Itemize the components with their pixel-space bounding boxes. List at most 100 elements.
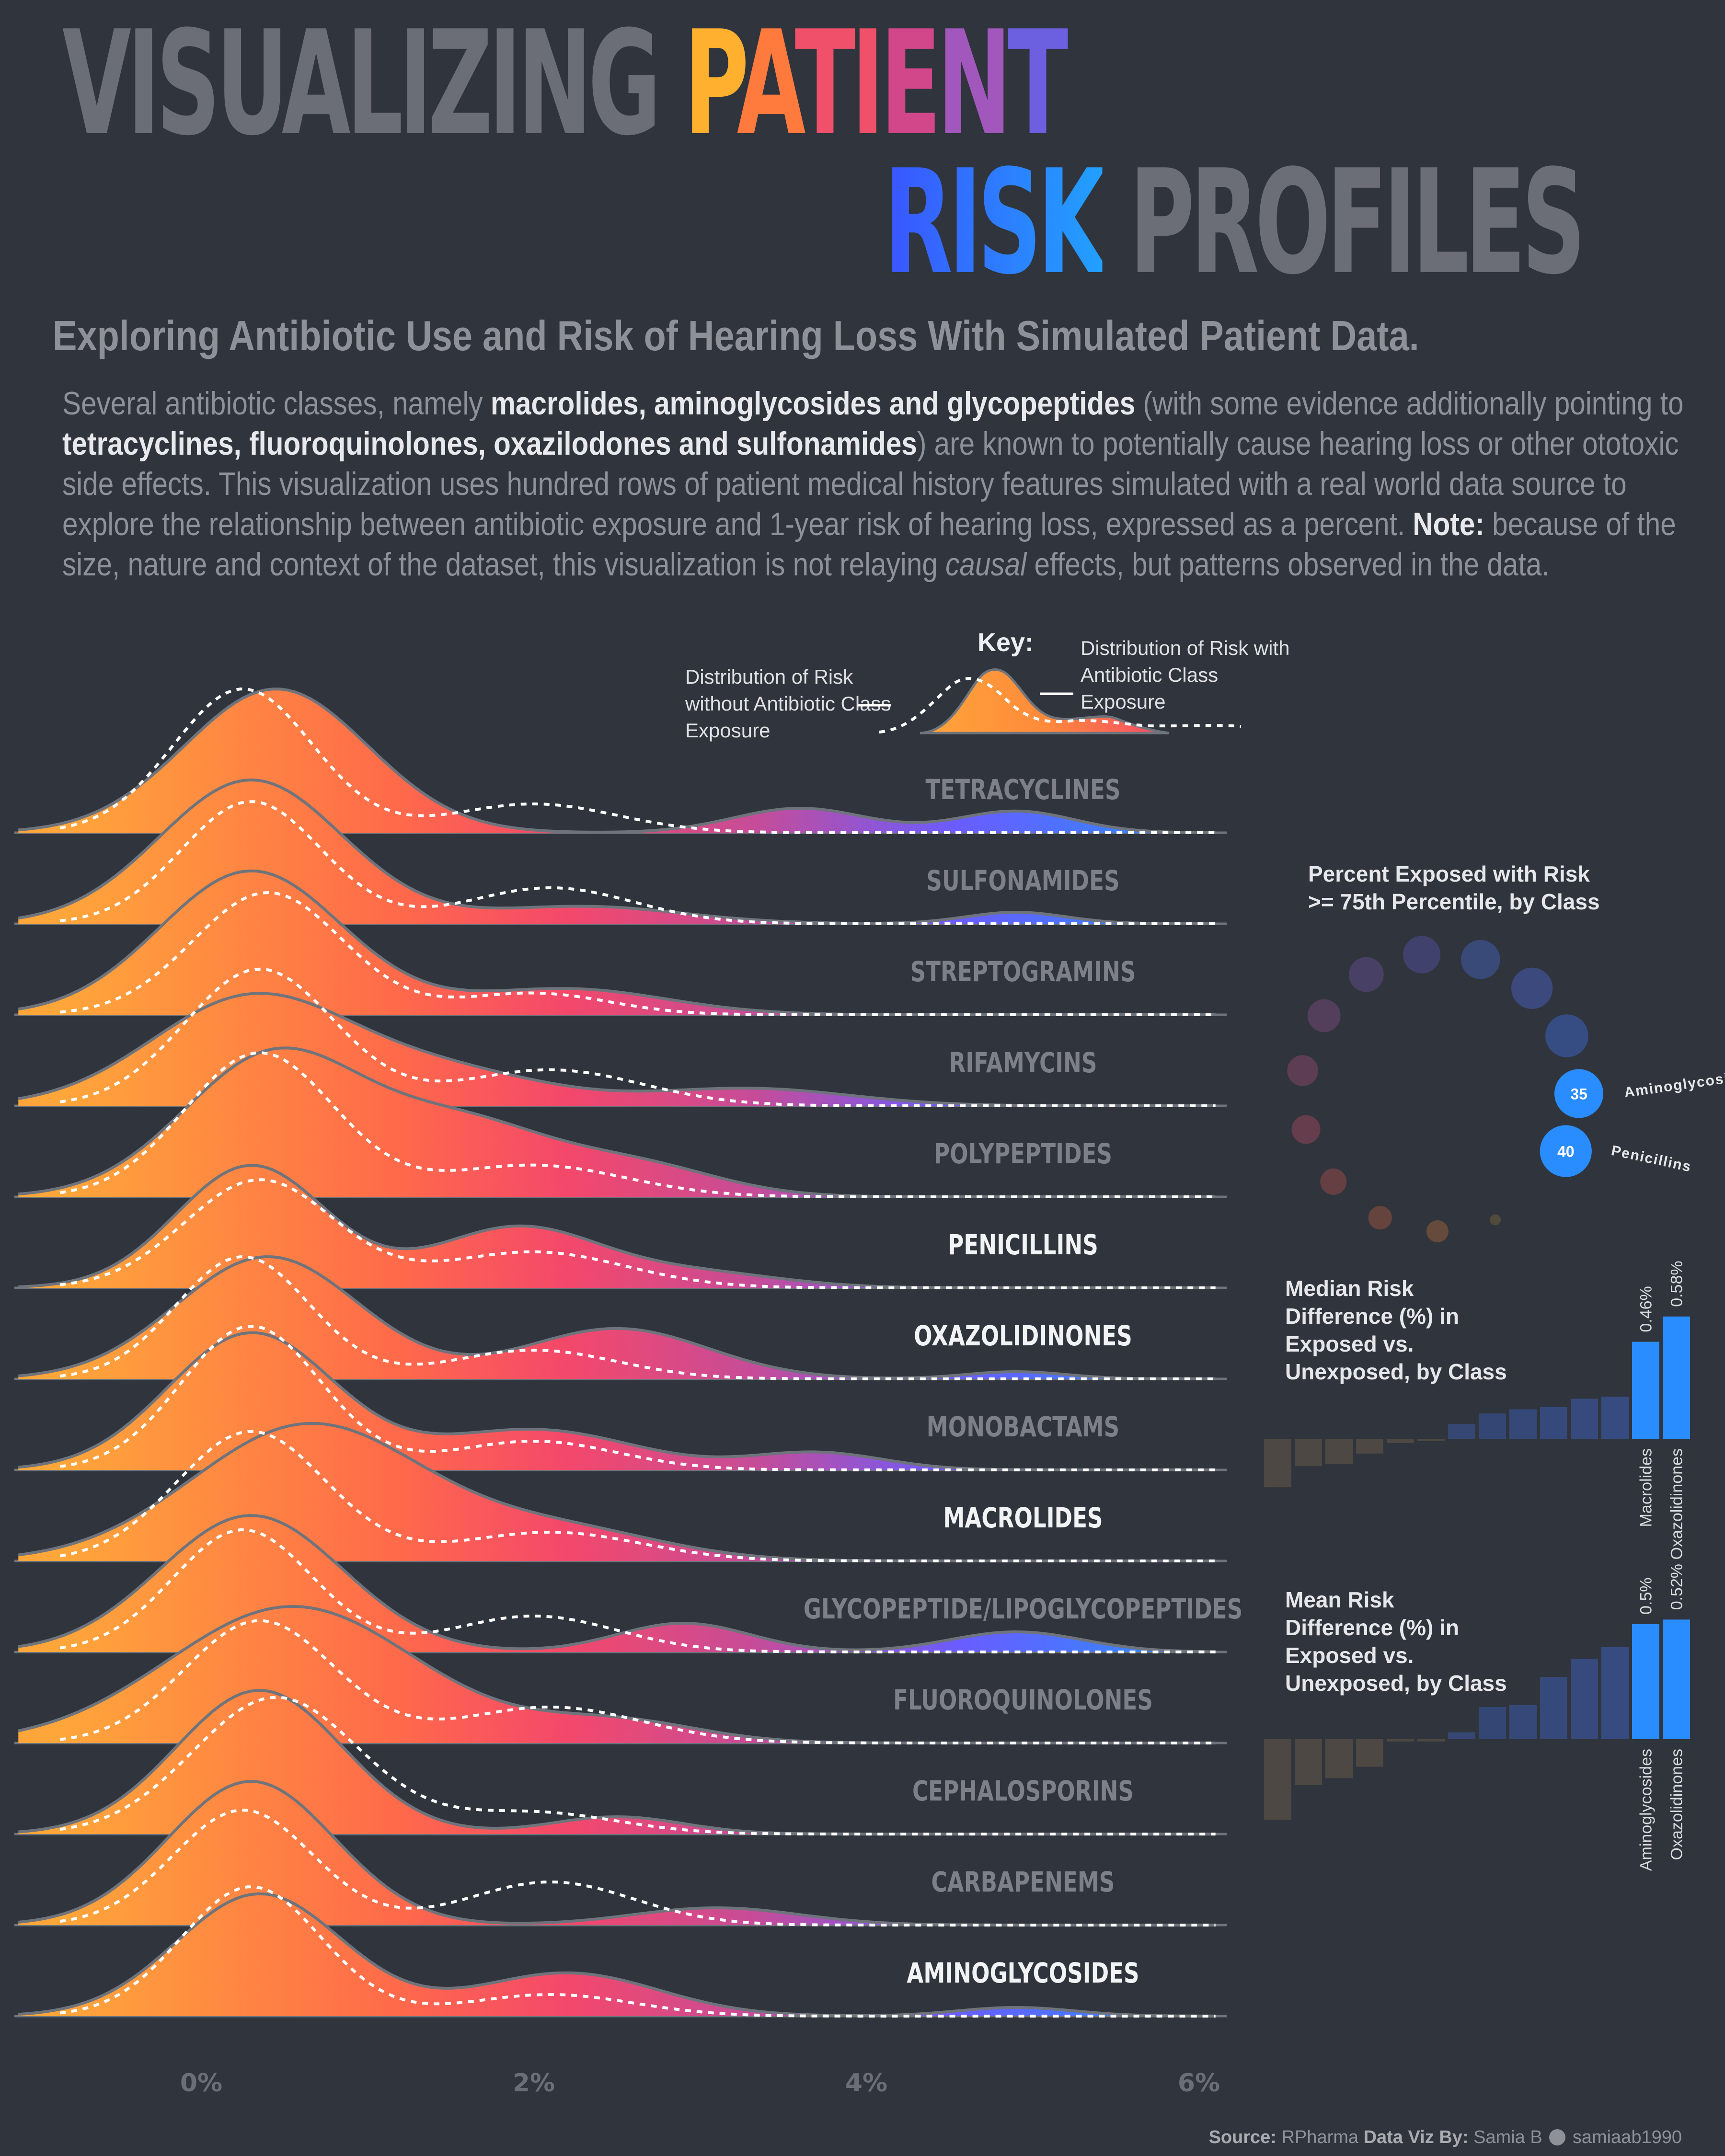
- panel-title-line: Unexposed, by Class: [1285, 1671, 1507, 1696]
- key-right-label: Distribution of Risk with Antibiotic Cla…: [1081, 637, 1290, 713]
- diff-bar: [1632, 1624, 1659, 1739]
- exposed-density-area: [18, 1165, 1216, 1288]
- exposed-density-outline: [18, 1779, 1216, 1927]
- ring-circle: [1545, 1014, 1588, 1057]
- ridge-class-label: TETRACYCLINES: [926, 774, 1121, 806]
- exposed-density-outline: [18, 1255, 1216, 1380]
- ridge-class-label: MONOBACTAMS: [927, 1411, 1119, 1444]
- bar-class-label: Aminoglycosides: [1637, 1749, 1656, 1871]
- mean-diff-bars: 0.5% Aminoglycosides 0.52% Oxazolidinones: [1264, 1564, 1690, 1871]
- diff-bar: [1417, 1739, 1445, 1742]
- intro-text: (with some evidence additionally pointin…: [1135, 385, 1684, 422]
- ridge-class-label: FLUOROQUINOLONES: [893, 1685, 1153, 1717]
- ridge-streptogramins: STREPTOGRAMINS: [14, 869, 1227, 1016]
- exposed-density-outline: [18, 688, 1216, 834]
- exposed-density-outline: [18, 1892, 1216, 2018]
- unexposed-density-line: [59, 1619, 1216, 1744]
- ridge-fluoroquinolones: FLUOROQUINOLONES: [14, 1605, 1227, 1744]
- percent-exposed-title: Percent Exposed with Risk >= 75th Percen…: [1308, 860, 1600, 916]
- diff-bar: [1663, 1316, 1690, 1439]
- intro-note: Note:: [1413, 506, 1484, 542]
- bar-class-label: Oxazolidinones: [1668, 1749, 1686, 1860]
- ridge-class-label: CARBAPENEMS: [932, 1867, 1115, 1899]
- footer-source-value: RPharma: [1281, 2127, 1359, 2147]
- unexposed-density-line: [59, 1430, 1216, 1562]
- footer-source-label: Source:: [1208, 2127, 1276, 2147]
- exposed-density-outline: [18, 992, 1216, 1107]
- bar-class-label: Oxazolidinones: [1668, 1448, 1686, 1560]
- bar-value-label: 0.5%: [1637, 1578, 1656, 1615]
- ring-circle: [1348, 957, 1384, 992]
- ring-circle: [1426, 1220, 1449, 1242]
- intro-text: effects, but patterns observed in the da…: [1026, 546, 1550, 583]
- exposed-density-area: [18, 1781, 1216, 1925]
- footer-by-value: Samia B: [1473, 2127, 1542, 2147]
- unexposed-density-line: [59, 891, 1216, 1016]
- exposed-density-area: [18, 1893, 1216, 2016]
- diff-bar: [1264, 1439, 1291, 1488]
- title-letter: N: [937, 0, 1012, 167]
- ridge-penicillins: PENICILLINS: [14, 1164, 1227, 1289]
- key-mini-chart: [858, 668, 1242, 734]
- title-letter: T: [794, 0, 856, 167]
- panel-title-line: Exposed vs.: [1285, 1331, 1414, 1356]
- diff-bar: [1509, 1705, 1537, 1739]
- exposed-density-area: [18, 1257, 1216, 1379]
- ridge-class-label: RIFAMYCINS: [949, 1047, 1097, 1079]
- diff-bar: [1356, 1739, 1383, 1767]
- ring-circle: [1368, 1206, 1392, 1230]
- ridge-aminoglycosides: AMINOGLYCOSIDES: [14, 1885, 1227, 2018]
- panel-title-line: Percent Exposed with Risk: [1308, 861, 1590, 886]
- title-letter: E: [880, 0, 941, 167]
- exposed-density-outline: [18, 869, 1216, 1016]
- diff-bar: [1479, 1707, 1506, 1739]
- title-letter: I: [851, 0, 885, 167]
- diff-bar: [1325, 1739, 1353, 1778]
- exposed-density-area: [18, 1423, 1216, 1561]
- title-letter: T: [1007, 0, 1069, 167]
- ring-circle: [1403, 936, 1441, 974]
- unexposed-density-line: [59, 1808, 1216, 1927]
- diff-bar: [1448, 1732, 1475, 1739]
- x-axis: 0% 2% 4% 6%: [180, 2069, 1220, 2098]
- exposed-density-area: [18, 1048, 1216, 1197]
- title-word-risk: RISK: [884, 139, 1106, 306]
- ridge-tetracyclines: TETRACYCLINES: [14, 687, 1227, 834]
- diff-bar: [1325, 1439, 1353, 1464]
- intro-text: ) are known to potentially cause hearing…: [62, 425, 1679, 542]
- diff-bar: [1571, 1399, 1598, 1439]
- diff-bar: [1356, 1439, 1383, 1454]
- intro-text: because of the size, nature and context …: [62, 506, 1676, 583]
- bar-value-label: 0.58%: [1668, 1261, 1686, 1307]
- x-tick-label: 2%: [513, 2069, 555, 2098]
- unexposed-density-line: [59, 1051, 1216, 1198]
- ridge-class-label: CEPHALOSPORINS: [912, 1776, 1134, 1808]
- median-diff-bars: 0.46% Macrolides 0.58% Oxazolidinones: [1264, 1261, 1690, 1560]
- diff-bar: [1571, 1659, 1598, 1739]
- diff-bar: [1295, 1439, 1322, 1467]
- title-letter: P: [684, 0, 741, 167]
- diff-bar: [1663, 1619, 1690, 1739]
- unexposed-density-line: [59, 1325, 1216, 1471]
- diff-bar: [1601, 1647, 1629, 1739]
- diff-bar: [1540, 1407, 1567, 1439]
- ridge-class-label: OXAZOLIDINONES: [914, 1320, 1132, 1353]
- mean-panel-title: Mean Risk Difference (%) in Exposed vs. …: [1285, 1586, 1507, 1697]
- title-letter: A: [736, 0, 799, 167]
- exposed-density-outline: [18, 778, 1216, 925]
- ring-circle: [1490, 1214, 1501, 1226]
- title-line-1: VISUALIZING PATIENT: [62, 5, 1068, 163]
- ridge-class-label: SULFONAMIDES: [926, 865, 1119, 897]
- exposed-density-outline: [18, 1514, 1216, 1653]
- panel-title-line: Median Risk: [1285, 1276, 1414, 1301]
- ring-circle: [1307, 999, 1341, 1032]
- ring-circle: [1540, 1125, 1592, 1177]
- unexposed-density-line: [59, 687, 1216, 834]
- panel-title-line: Mean Risk: [1285, 1587, 1394, 1612]
- panel-title-line: >= 75th Percentile, by Class: [1308, 889, 1600, 914]
- x-tick-label: 4%: [845, 2069, 887, 2098]
- ridge-class-label: MACROLIDES: [943, 1502, 1103, 1535]
- bar-value-label: 0.52%: [1668, 1564, 1686, 1610]
- diff-bar: [1417, 1439, 1445, 1441]
- exposed-density-outline: [18, 1605, 1216, 1744]
